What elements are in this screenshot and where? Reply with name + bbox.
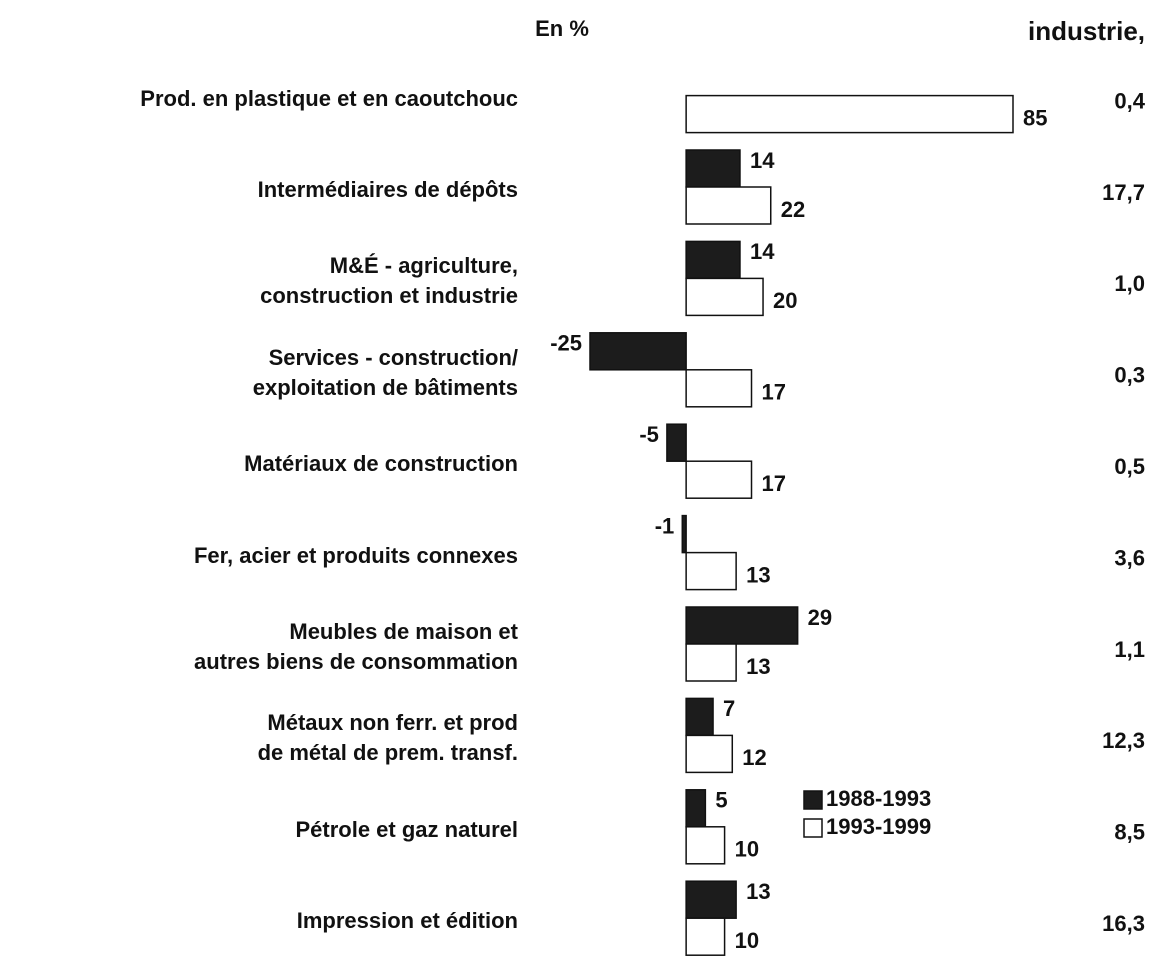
category-label: Matériaux de construction	[244, 451, 518, 477]
value-label: 13	[746, 562, 770, 587]
value-label: 29	[808, 605, 832, 630]
right-value: 1,1	[1114, 637, 1145, 662]
bar	[685, 789, 707, 828]
right-header: industrie,	[1028, 16, 1145, 46]
bar	[685, 369, 753, 408]
legend-swatch	[803, 818, 823, 838]
value-label: 17	[762, 380, 786, 405]
bar	[685, 917, 726, 956]
unit-label: En %	[535, 16, 589, 41]
value-label: 12	[742, 745, 766, 770]
bar	[685, 734, 734, 774]
right-value: 16,3	[1102, 911, 1145, 936]
value-label: -25	[550, 331, 582, 356]
category-label: Fer, acier et produits connexes	[193, 542, 518, 568]
value-label: 13	[746, 654, 770, 679]
bar	[666, 423, 687, 462]
value-label: 17	[762, 471, 786, 496]
value-label: 10	[735, 928, 759, 953]
bar	[685, 697, 714, 737]
category-label: Prod. en plastique et en caoutchouc	[140, 85, 518, 111]
value-label: -5	[639, 422, 659, 447]
right-value: 0,3	[1114, 363, 1145, 388]
value-label: 20	[773, 288, 797, 313]
bar	[685, 880, 737, 919]
bar	[685, 186, 772, 225]
bar	[589, 332, 687, 371]
value-label: 13	[746, 879, 770, 904]
category-label: Impression et édition	[296, 908, 518, 934]
bar	[681, 514, 687, 554]
value-label: 85	[1023, 105, 1047, 130]
value-label: 5	[715, 788, 727, 813]
legend-label: 1993-1999	[826, 814, 931, 839]
right-value: 1,0	[1114, 271, 1145, 296]
category-label: Intermédiaires de dépôts	[257, 177, 518, 202]
bar	[685, 606, 799, 645]
value-label: 10	[735, 837, 759, 862]
bar	[685, 551, 737, 591]
value-label: 14	[750, 148, 775, 173]
right-value: 3,6	[1114, 545, 1145, 570]
bar	[685, 94, 1014, 134]
category-label: Services - construction/ exploitation de…	[252, 344, 518, 400]
value-label: -1	[655, 513, 675, 538]
bar	[685, 277, 764, 317]
bar	[685, 149, 741, 188]
category-label: Meubles de maison et autres biens de con…	[194, 619, 518, 674]
category-label: Métaux non ferr. et prod de métal de pre…	[257, 710, 518, 766]
category-label: Pétrole et gaz naturel	[295, 816, 518, 842]
right-value: 0,4	[1114, 88, 1145, 113]
value-label: 7	[723, 696, 735, 721]
bar	[685, 240, 741, 280]
right-value: 17,7	[1102, 180, 1145, 205]
right-value: 12,3	[1102, 728, 1145, 753]
legend-label: 1988-1993	[826, 786, 931, 811]
bar	[685, 826, 726, 865]
category-label: M&É - agriculture, construction et indus…	[260, 253, 518, 309]
bar	[685, 460, 753, 499]
value-label: 14	[750, 239, 775, 264]
value-label: 22	[781, 197, 805, 222]
legend-swatch	[803, 790, 823, 810]
right-value: 8,5	[1114, 820, 1145, 845]
bar	[685, 643, 737, 682]
right-value: 0,5	[1114, 454, 1145, 479]
